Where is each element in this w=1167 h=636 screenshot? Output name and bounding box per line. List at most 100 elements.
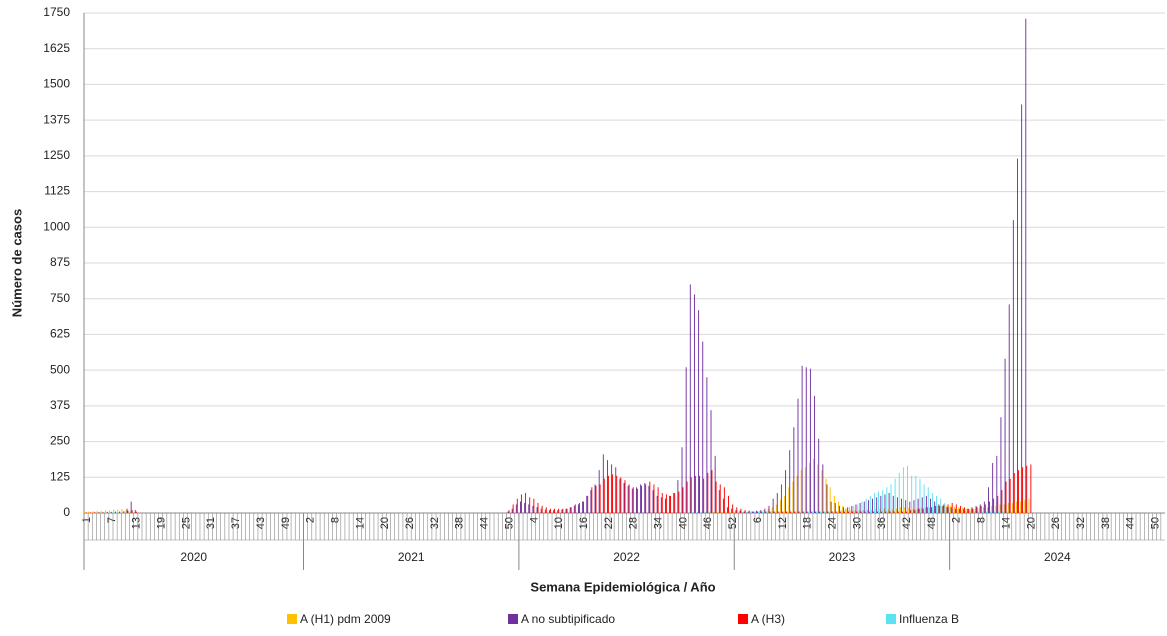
bar <box>607 460 608 513</box>
bar <box>693 512 694 513</box>
bar <box>698 310 700 513</box>
bar <box>586 495 588 513</box>
bar <box>908 507 910 513</box>
bar <box>553 510 555 513</box>
bar <box>960 510 962 513</box>
legend-swatch <box>508 614 518 624</box>
bar <box>100 510 102 513</box>
bar <box>652 490 654 513</box>
bar <box>544 509 546 513</box>
bar <box>598 470 600 513</box>
bar <box>879 508 881 513</box>
bar <box>722 512 723 513</box>
bar <box>755 511 757 513</box>
bar <box>840 510 842 513</box>
bar <box>1014 511 1016 513</box>
bar <box>578 503 580 513</box>
bar <box>894 478 896 513</box>
bar <box>587 495 589 513</box>
bar <box>759 510 761 513</box>
bar <box>962 507 964 513</box>
x-tick-label: 25 <box>180 517 192 529</box>
bar <box>515 504 517 513</box>
bar <box>603 478 605 513</box>
bar <box>636 488 638 513</box>
bar <box>702 341 704 513</box>
bar <box>780 484 782 513</box>
bar <box>688 512 690 513</box>
bar <box>817 464 819 513</box>
x-tick-label: 14 <box>1000 517 1012 529</box>
bar <box>890 484 892 513</box>
bar <box>792 481 794 513</box>
x-tick-label: 20 <box>379 517 391 529</box>
x-tick-label: 24 <box>826 517 838 529</box>
bar <box>959 505 961 513</box>
bar <box>753 511 755 513</box>
bar <box>686 481 688 513</box>
bar <box>996 455 998 513</box>
bar <box>732 504 734 513</box>
bar <box>722 498 724 513</box>
bar <box>757 511 758 513</box>
x-tick-label: 22 <box>603 517 615 529</box>
bar <box>949 505 951 513</box>
y-tick-label: 1125 <box>44 184 70 198</box>
bar <box>834 503 836 513</box>
bar <box>980 505 982 513</box>
bar <box>988 487 989 513</box>
bar <box>873 511 874 513</box>
bar <box>947 504 949 513</box>
bar <box>781 511 783 513</box>
bar <box>804 467 806 513</box>
bar <box>687 512 689 513</box>
bar <box>875 508 877 513</box>
bar <box>904 507 906 513</box>
bar <box>768 505 770 513</box>
legend-label: A no subtipificado <box>521 612 615 626</box>
bar <box>1000 417 1002 513</box>
bar <box>711 470 713 513</box>
bar <box>569 507 571 513</box>
bar <box>912 508 914 513</box>
bar <box>911 475 913 513</box>
bar <box>769 511 771 513</box>
bar <box>959 508 960 513</box>
bar <box>970 508 972 513</box>
bar <box>565 508 567 513</box>
y-tick-label: 625 <box>50 327 70 341</box>
bar <box>848 511 850 513</box>
bar <box>860 511 862 513</box>
bar <box>918 508 920 513</box>
legend-swatch <box>287 614 297 624</box>
bar <box>1030 464 1032 513</box>
bar <box>833 495 835 513</box>
bar <box>968 508 970 513</box>
bar <box>743 511 745 513</box>
bar <box>119 511 121 513</box>
bar <box>972 508 974 513</box>
bar <box>126 508 128 513</box>
legend-label: A (H3) <box>751 612 785 626</box>
bar <box>558 508 560 513</box>
bar <box>805 367 807 513</box>
bar <box>713 511 715 513</box>
bar <box>906 511 908 513</box>
bar <box>120 512 122 513</box>
bar <box>790 511 792 513</box>
bar <box>570 507 572 513</box>
y-tick-label: 1000 <box>43 219 70 233</box>
bar <box>984 504 986 513</box>
bar <box>115 512 117 513</box>
x-tick-label: 43 <box>255 517 267 529</box>
bar <box>923 484 925 513</box>
bar <box>766 511 768 513</box>
x-tick-label: 32 <box>429 517 441 529</box>
x-tick-label: 14 <box>354 517 366 529</box>
bar <box>938 504 940 513</box>
bar <box>897 511 899 513</box>
bar <box>742 512 744 513</box>
bar <box>623 483 625 513</box>
bar <box>838 501 839 513</box>
bar <box>562 508 564 513</box>
